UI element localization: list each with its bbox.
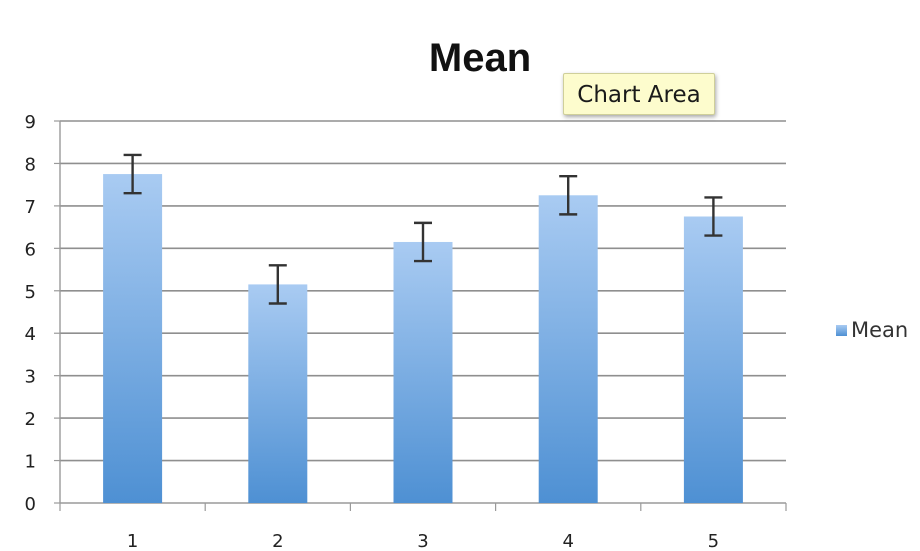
- y-tick-label: 1: [25, 452, 36, 473]
- x-tick-label: 2: [272, 531, 283, 551]
- bar[interactable]: [683, 216, 743, 504]
- legend-swatch: [836, 324, 847, 336]
- y-tick-label: 5: [25, 282, 36, 303]
- bar[interactable]: [393, 241, 453, 503]
- y-tick-label: 9: [25, 112, 36, 133]
- x-tick-label: 3: [417, 531, 428, 551]
- y-tick-label: 4: [25, 324, 36, 345]
- tick-labels: 0 1 2 3 4 5 6 7 8 9 1 2 3 4 5: [25, 112, 720, 551]
- x-tick-label: 1: [127, 531, 138, 551]
- y-tick-label: 8: [25, 154, 36, 175]
- y-tick-label: 2: [25, 409, 36, 430]
- x-tick-label: 4: [562, 531, 573, 551]
- bars: [103, 174, 743, 504]
- error-bar: [559, 174, 578, 216]
- error-bar: [268, 264, 287, 305]
- chart-area-tooltip: Chart Area: [563, 73, 715, 115]
- y-tick-label: 7: [25, 197, 36, 218]
- bar[interactable]: [248, 284, 308, 503]
- legend-label: Mean: [851, 318, 909, 342]
- error-bars: [123, 153, 723, 305]
- y-tick-label: 3: [25, 367, 36, 388]
- x-tick-label: 5: [708, 531, 719, 551]
- bar[interactable]: [103, 174, 163, 504]
- error-bar: [414, 221, 432, 263]
- legend[interactable]: Mean: [836, 318, 908, 342]
- y-tick-label: 6: [25, 239, 36, 260]
- error-bar: [704, 196, 723, 237]
- error-bar: [123, 153, 142, 195]
- bar[interactable]: [538, 195, 598, 503]
- y-tick-label: 0: [25, 494, 36, 515]
- chart-title: Mean: [428, 36, 532, 80]
